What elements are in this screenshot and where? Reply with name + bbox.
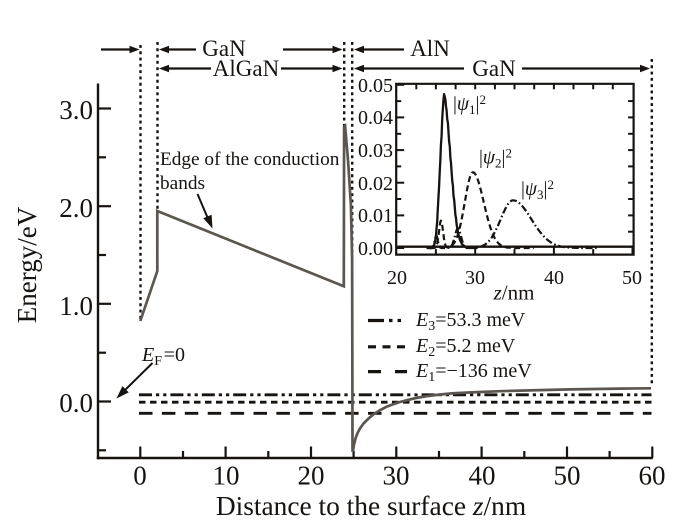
svg-text:AlGaN: AlGaN <box>213 56 280 81</box>
svg-text:GaN: GaN <box>472 56 516 81</box>
svg-text:|ψ2|2: |ψ2|2 <box>479 146 512 171</box>
svg-text:3.0: 3.0 <box>59 95 93 125</box>
svg-text:Energy/eV: Energy/eV <box>12 206 42 323</box>
svg-text:GaN: GaN <box>202 36 246 61</box>
svg-text:z/nm: z/nm <box>493 281 535 305</box>
svg-text:50: 50 <box>622 267 642 289</box>
svg-text:AlN: AlN <box>410 36 450 61</box>
svg-text:0.03: 0.03 <box>358 140 393 162</box>
svg-text:0.00: 0.00 <box>358 238 393 260</box>
svg-text:20: 20 <box>387 267 407 289</box>
svg-text:40: 40 <box>544 267 564 289</box>
svg-text:40: 40 <box>469 461 496 491</box>
svg-text:bands: bands <box>160 173 205 194</box>
svg-text:0.01: 0.01 <box>358 205 393 227</box>
svg-text:1.0: 1.0 <box>59 291 93 321</box>
svg-text:10: 10 <box>213 461 240 491</box>
svg-text:Distance to the surface z/nm: Distance to the surface z/nm <box>216 491 526 521</box>
svg-text:E2=5.2 meV: E2=5.2 meV <box>415 335 516 360</box>
svg-text:30: 30 <box>383 461 410 491</box>
svg-text:E1=−136 meV: E1=−136 meV <box>415 360 532 385</box>
svg-text:30: 30 <box>465 267 485 289</box>
svg-text:0.02: 0.02 <box>358 173 393 195</box>
svg-text:50: 50 <box>554 461 581 491</box>
svg-text:20: 20 <box>298 461 325 491</box>
svg-text:0.04: 0.04 <box>358 107 393 129</box>
svg-text:Edge of the conduction: Edge of the conduction <box>160 149 340 170</box>
svg-text:2.0: 2.0 <box>59 193 93 223</box>
svg-text:0.05: 0.05 <box>358 75 393 97</box>
svg-text:EF =0: EF =0 <box>141 344 185 369</box>
svg-text:60: 60 <box>639 461 666 491</box>
svg-text:|ψ1|2: |ψ1|2 <box>453 92 486 117</box>
svg-text:0: 0 <box>133 461 147 491</box>
svg-text:E3=53.3 meV: E3=53.3 meV <box>415 309 526 334</box>
svg-text:0.0: 0.0 <box>59 388 93 418</box>
